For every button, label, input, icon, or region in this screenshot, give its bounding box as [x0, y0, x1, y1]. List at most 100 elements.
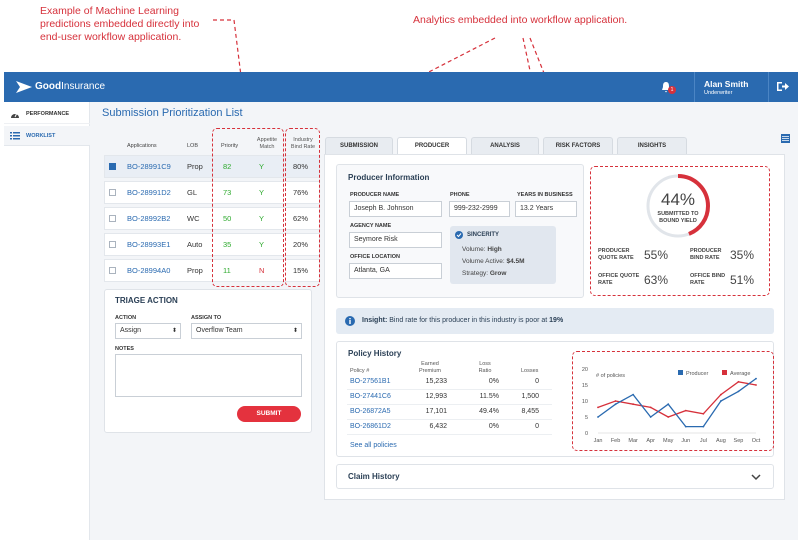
priority-cell: 11: [223, 266, 231, 275]
x-tick-label: Aug: [716, 438, 726, 444]
premium-cell: 17,101: [425, 408, 447, 415]
see-all-policies-link[interactable]: See all policies: [350, 442, 397, 449]
phone-field[interactable]: 999-232-2999: [449, 201, 510, 217]
tab-submission[interactable]: SUBMISSION: [325, 137, 393, 154]
volume-label: Volume:: [462, 246, 486, 253]
strategy-label: Strategy:: [462, 270, 489, 277]
lob-cell: WC: [187, 214, 200, 223]
agency-field[interactable]: Seymore Risk: [349, 232, 442, 248]
row-checkbox[interactable]: [109, 215, 116, 222]
grid-view-icon[interactable]: [781, 134, 790, 143]
priority-cell: 73: [223, 188, 232, 197]
application-id-link[interactable]: BO-28992B2: [127, 214, 171, 223]
series-line-producer: [597, 378, 757, 428]
policy-header-number: Policy #: [350, 368, 370, 374]
submit-button[interactable]: SUBMIT: [237, 406, 301, 422]
application-id-link[interactable]: BO-28991D2: [127, 188, 171, 197]
tab-analysis[interactable]: ANALYSIS: [471, 137, 539, 154]
select-arrows-icon: ⬍: [171, 328, 177, 334]
data-point-average: [702, 412, 705, 415]
policy-number-link[interactable]: BO-26872A5: [350, 408, 391, 415]
stat-value-producer-quote: 55%: [644, 248, 669, 262]
y-tick-label: 10: [582, 399, 588, 405]
loss-ratio-cell: 0%: [488, 378, 499, 385]
policy-row: [347, 375, 552, 390]
insight-message: Bind rate for this producer in this indu…: [389, 317, 548, 324]
years-field[interactable]: 13.2 Years: [515, 201, 577, 217]
policy-number-link[interactable]: BO-27441C6: [350, 393, 391, 400]
sincerity-title: SINCERITY: [467, 232, 500, 238]
appetite-match-cell: N: [259, 266, 265, 275]
row-checkbox[interactable]: [109, 241, 116, 248]
application-id-link[interactable]: BO-28994A0: [127, 266, 171, 275]
app-logo[interactable]: GoodInsurance: [35, 81, 105, 92]
chevron-down-icon[interactable]: [751, 474, 761, 481]
row-checkbox[interactable]: [109, 189, 116, 196]
row-checkbox[interactable]: [109, 163, 116, 170]
x-tick-label: May: [663, 438, 674, 444]
arrow-gauge: [529, 37, 586, 177]
data-point-producer: [614, 403, 617, 406]
sidebar-item-performance[interactable]: PERFORMANCE: [4, 106, 90, 124]
tab-risk-factors[interactable]: RISK FACTORS: [543, 137, 613, 154]
loss-ratio-cell: 0%: [488, 423, 499, 430]
worklist-header-priority: Priority: [221, 143, 239, 149]
tab-producer[interactable]: PRODUCER: [397, 137, 467, 154]
info-icon: [345, 316, 355, 326]
years-label: YEARS IN BUSINESS: [517, 192, 573, 198]
losses-cell: 0: [535, 423, 539, 430]
logo-bold: Good: [35, 81, 62, 92]
notes-label: NOTES: [115, 346, 134, 352]
row-checkbox[interactable]: [109, 267, 116, 274]
premium-cell: 6,432: [429, 423, 447, 430]
data-point-average: [684, 409, 687, 412]
top-bar: GoodInsurance 1 Alan Smith Underwriter: [4, 72, 798, 102]
policy-row: [347, 390, 552, 405]
worklist-header-bindrate: Industry Bind Rate: [290, 137, 316, 150]
assign-select[interactable]: Overflow Team ⬍: [191, 323, 302, 339]
policy-number-link[interactable]: BO-26861D2: [350, 423, 391, 430]
data-point-producer: [755, 377, 757, 380]
policy-history-card: Policy History Policy # Earned Premium L…: [336, 341, 774, 457]
y-tick-label: 5: [585, 415, 588, 421]
notes-textarea[interactable]: [115, 354, 302, 397]
y-tick-label: 20: [582, 367, 588, 373]
volume-row: Volume: High: [462, 246, 502, 253]
strategy-row: Strategy: Grow: [462, 270, 506, 277]
x-tick-label: Sep: [734, 438, 744, 444]
stat-value-office-quote: 63%: [644, 273, 669, 287]
loss-ratio-cell: 11.5%: [479, 393, 499, 400]
policy-header-premium: Earned Premium: [418, 361, 441, 374]
sidebar-item-worklist[interactable]: WORKLIST: [4, 126, 90, 146]
office-field[interactable]: Atlanta, GA: [349, 263, 442, 279]
action-select[interactable]: Assign ⬍: [115, 323, 181, 339]
user-name[interactable]: Alan Smith: [704, 79, 749, 89]
sidebar: PERFORMANCE WORKLIST: [4, 102, 90, 540]
action-value: Assign: [120, 327, 142, 334]
legend-label-producer: Producer: [686, 371, 708, 377]
producer-name-field[interactable]: Joseph B. Johnson: [349, 201, 442, 217]
data-point-average: [737, 380, 740, 383]
claim-history-card[interactable]: Claim History: [336, 464, 774, 489]
data-point-average: [649, 406, 652, 409]
stat-label-producer-quote: PRODUCER QUOTE RATE: [598, 248, 634, 261]
x-tick-label: Oct: [752, 438, 761, 444]
gauge-value: 44%: [660, 190, 696, 209]
gauge-label: SUBMITTED TO BOUND YIELD: [657, 211, 699, 224]
logout-icon[interactable]: [777, 81, 789, 92]
x-tick-label: Feb: [611, 438, 620, 444]
sincerity-panel: SINCERITY Volume: High Volume Active: $4…: [450, 226, 556, 284]
application-id-link[interactable]: BO-28993E1: [127, 240, 171, 249]
tab-insights[interactable]: INSIGHTS: [617, 137, 687, 154]
lob-cell: GL: [187, 188, 198, 197]
agency-label: AGENCY NAME: [350, 223, 392, 229]
x-tick-label: Jan: [594, 438, 603, 444]
data-point-average: [667, 416, 670, 418]
notification-badge: 1: [668, 86, 676, 94]
policy-number-link[interactable]: BO-27561B1: [350, 378, 391, 385]
application-id-link[interactable]: BO-28991C9: [127, 162, 171, 171]
page-title: Submission Prioritization List: [102, 107, 243, 119]
bindrate-highlight: [285, 128, 320, 287]
assign-label: ASSIGN TO: [191, 315, 222, 321]
notifications-button[interactable]: 1: [660, 80, 678, 96]
